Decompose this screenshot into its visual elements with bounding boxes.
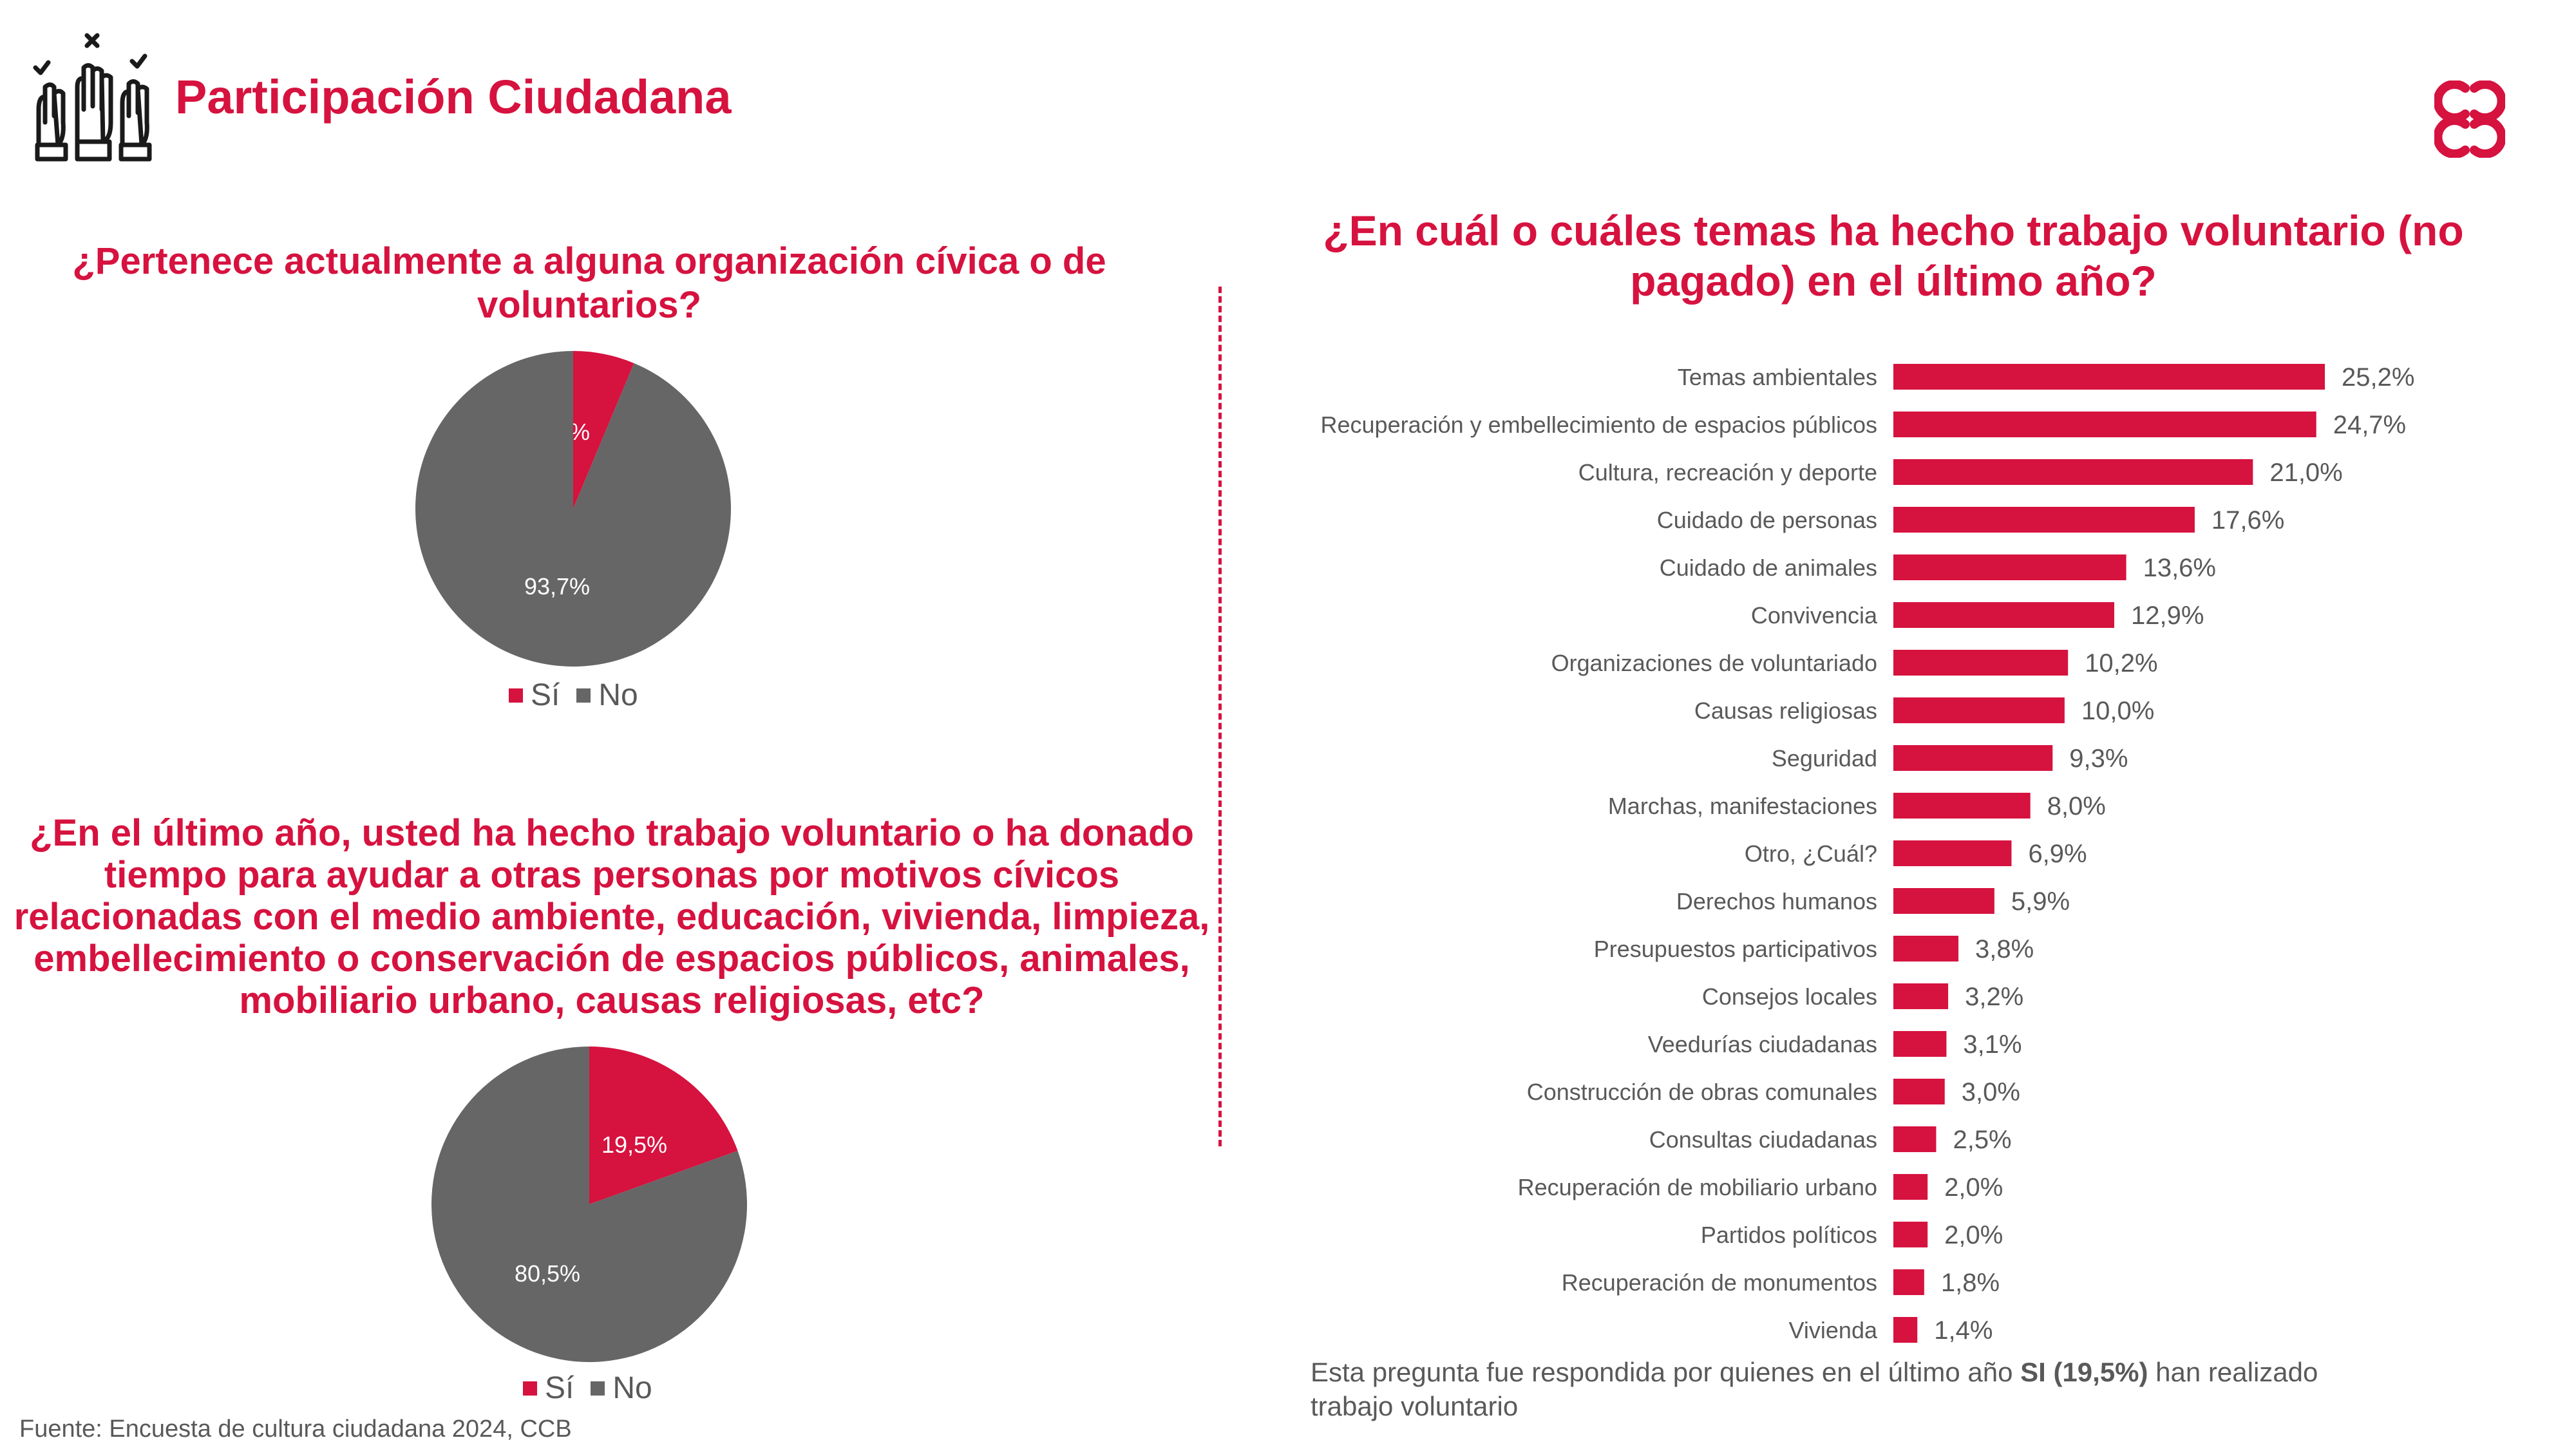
bar (1893, 412, 2316, 437)
bar (1893, 364, 2325, 390)
legend-item-no: No (591, 1370, 652, 1406)
category-label: Consultas ciudadanas (1649, 1126, 1877, 1153)
bar-value-label: 9,3% (2069, 744, 2128, 773)
pie2-legend: Sí No (523, 1370, 652, 1406)
bar-value-label: 2,5% (1953, 1126, 2011, 1154)
section-divider (1218, 287, 1222, 1146)
category-label: Partidos políticos (1701, 1222, 1877, 1248)
bar (1893, 888, 1994, 914)
bar (1893, 745, 2053, 771)
bar (1893, 1317, 1918, 1343)
bar-value-label: 8,0% (2047, 792, 2106, 820)
bar (1893, 602, 2114, 628)
category-label: Cuidado de animales (1660, 554, 1877, 581)
bar-value-label: 12,9% (2131, 601, 2204, 630)
category-label: Otro, ¿Cuál? (1745, 840, 1877, 867)
bar (1893, 554, 2126, 580)
bar-value-label: 10,0% (2081, 697, 2154, 725)
bar-value-label: 13,6% (2143, 554, 2216, 582)
category-label: Recuperación y embellecimiento de espaci… (1321, 412, 1877, 438)
category-label: Consejos locales (1702, 983, 1877, 1010)
bar (1893, 1222, 1928, 1247)
chart-note: Esta pregunta fue respondida por quienes… (1311, 1356, 2405, 1423)
pie-slice-s (573, 351, 634, 509)
pie-data-label: 19,5% (601, 1132, 667, 1158)
source-note: Fuente: Encuesta de cultura ciudadana 20… (19, 1416, 572, 1443)
bar (1893, 840, 2012, 866)
legend-swatch-no (591, 1381, 605, 1396)
pie-chart-volunteering: 19,5% 80,5% (431, 1046, 747, 1362)
legend-item-no: No (576, 677, 638, 713)
category-label: Cultura, recreación y deporte (1578, 459, 1877, 486)
category-label: Temas ambientales (1678, 364, 1877, 390)
bar (1893, 459, 2253, 485)
legend-swatch-no (576, 688, 591, 703)
category-label: Cuidado de personas (1657, 507, 1877, 533)
category-label: Vivienda (1789, 1317, 1878, 1343)
legend-swatch-si (523, 1381, 537, 1396)
ccb-logo-icon (2434, 80, 2505, 158)
pie-data-label: 80,5% (515, 1260, 580, 1287)
bar-value-label: 3,0% (1962, 1078, 2020, 1106)
bar (1893, 650, 2069, 676)
raised-hands-icon (33, 33, 152, 162)
bar (1893, 1126, 1937, 1152)
question1-title: ¿Pertenece actualmente a alguna organiza… (72, 240, 1106, 327)
bar (1893, 1079, 1945, 1104)
bar-value-label: 6,9% (2028, 840, 2087, 868)
pie-slice-s (589, 1046, 738, 1204)
legend-label-si: Sí (545, 1371, 574, 1405)
bar-value-label: 3,8% (1975, 935, 2034, 963)
category-label: Convivencia (1751, 602, 1878, 629)
bar (1893, 1174, 1928, 1200)
pie1-legend: Sí No (509, 677, 638, 713)
bar-value-label: 1,8% (1941, 1269, 2000, 1297)
bar-value-label: 1,4% (1934, 1316, 1993, 1345)
pie-slice-no (415, 351, 731, 667)
bar-value-label: 3,1% (1963, 1030, 2022, 1059)
legend-label-si: Sí (531, 678, 560, 712)
category-label: Organizaciones de voluntariado (1551, 650, 1877, 676)
note-bold: SI (19,5%) (2020, 1357, 2148, 1387)
category-label: Construcción de obras comunales (1527, 1079, 1877, 1105)
bar-chart-volunteer-topics: Temas ambientales 25,2% Recuperación y emb… (1321, 363, 2415, 1345)
bar-value-label: 24,7% (2333, 411, 2406, 439)
legend-label-no: No (612, 1371, 652, 1405)
category-label: Presupuestos participativos (1594, 936, 1877, 962)
pie-slice-no (431, 1046, 747, 1362)
page-title: Participación Ciudadana (175, 70, 732, 124)
question3-title: ¿En cuál o cuáles temas ha hecho trabajo… (1323, 207, 2464, 305)
bar-value-label: 5,9% (2011, 887, 2070, 916)
pie-chart-membership: 6,3%93,7% (415, 351, 731, 667)
bar-value-label: 17,6% (2211, 506, 2284, 535)
category-label: Marchas, manifestaciones (1608, 793, 1877, 819)
category-label: Veedurías ciudadanas (1648, 1031, 1877, 1057)
bar-value-label: 10,2% (2085, 649, 2157, 677)
bar (1893, 697, 2065, 723)
bar (1893, 793, 2031, 819)
bar-value-label: 3,2% (1965, 983, 2023, 1011)
category-label: Recuperación de monumentos (1562, 1269, 1877, 1296)
note-prefix: Esta pregunta fue respondida por quienes… (1311, 1357, 2021, 1387)
category-label: Seguridad (1772, 745, 1877, 772)
legend-item-si: Sí (523, 1370, 574, 1406)
category-label: Recuperación de mobiliario urbano (1518, 1174, 1877, 1200)
bar (1893, 1031, 1947, 1057)
note-suffix: han realizado trabajo voluntario (1311, 1357, 2318, 1421)
category-label: Causas religiosas (1694, 697, 1877, 724)
legend-item-si: Sí (509, 677, 560, 713)
bar-value-label: 21,0% (2269, 459, 2342, 487)
question2-title: ¿En el último año, usted ha hecho trabaj… (14, 812, 1210, 1021)
legend-swatch-si (509, 688, 523, 703)
pie-data-label: 93,7% (524, 573, 590, 600)
bar-value-label: 25,2% (2342, 363, 2414, 392)
category-label: Derechos humanos (1676, 888, 1877, 914)
bar (1893, 983, 1949, 1009)
legend-label-no: No (598, 678, 638, 712)
bar (1893, 936, 1959, 961)
bar-value-label: 2,0% (1944, 1221, 2003, 1249)
bar (1893, 507, 2195, 533)
bar (1893, 1269, 1924, 1295)
bar-value-label: 2,0% (1944, 1173, 2003, 1202)
